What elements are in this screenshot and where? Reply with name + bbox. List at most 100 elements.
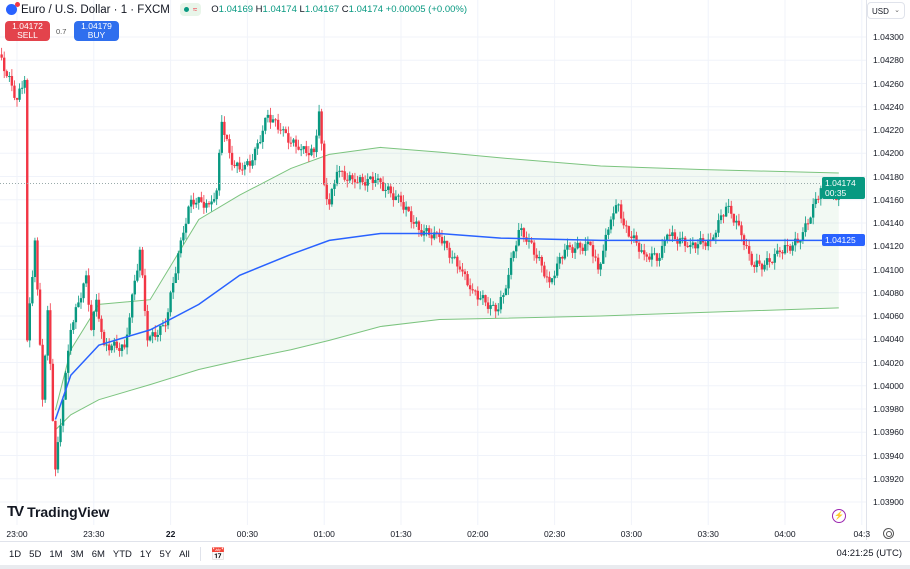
candle: [589, 241, 592, 246]
candle: [138, 249, 142, 271]
candle: [407, 206, 410, 212]
buy-button[interactable]: 1.04179 BUY: [74, 21, 119, 41]
price-tick: 1.04080: [873, 287, 904, 298]
candle: [801, 232, 805, 241]
price-tick: 1.04300: [873, 32, 904, 42]
candle: [499, 296, 503, 310]
chevron-down-icon: ⌄: [894, 7, 900, 14]
candle: [235, 162, 239, 167]
tradingview-logo[interactable]: TV TradingView: [7, 503, 110, 520]
candle: [10, 76, 14, 86]
candle: [694, 242, 697, 249]
price-tick: 1.03960: [873, 427, 904, 438]
candle: [338, 170, 341, 172]
range-5y[interactable]: 5Y: [159, 548, 172, 560]
candle: [251, 160, 254, 166]
candle: [125, 334, 129, 348]
symbol-title[interactable]: Euro / U.S. Dollar · 1 · FXCM: [21, 3, 170, 16]
candle: [683, 237, 687, 246]
candle: [602, 250, 605, 264]
price-axis[interactable]: [866, 0, 910, 540]
candle: [466, 274, 469, 286]
candle: [758, 260, 761, 264]
go-to-date-icon[interactable]: 📅: [210, 547, 226, 561]
candle: [369, 176, 372, 179]
candle: [20, 87, 24, 89]
candle: [515, 245, 518, 252]
price-tick: 1.03920: [873, 473, 904, 484]
bottom-toolbar: 1D 5D 1M 3M 6M YTD 1Y 5Y All 📅 04:21:25 (UTC): [0, 541, 910, 566]
candle: [474, 290, 477, 292]
time-tick: 04:00: [774, 529, 796, 539]
candle: [31, 277, 34, 304]
candle: [540, 256, 543, 266]
candle: [346, 179, 349, 181]
range-5d[interactable]: 5D: [29, 548, 42, 560]
candle: [92, 311, 95, 330]
candle: [660, 245, 664, 258]
sell-button[interactable]: 1.04172 SELL: [5, 21, 50, 41]
range-1d[interactable]: 1D: [9, 548, 22, 560]
candle: [141, 249, 144, 276]
time-tick: 22: [165, 529, 176, 539]
candle: [699, 238, 702, 245]
candle: [376, 178, 380, 180]
candle: [317, 111, 321, 136]
candle: [23, 80, 26, 88]
time-tick: 01:00: [313, 529, 335, 539]
candle: [294, 139, 298, 147]
candle: [351, 175, 354, 180]
candle: [184, 223, 188, 233]
price-tick: 1.04180: [873, 171, 904, 182]
bottom-strip: [0, 565, 910, 569]
candle: [794, 238, 797, 246]
candle: [154, 332, 157, 337]
candle: [200, 197, 203, 202]
candle: [596, 257, 600, 270]
candle: [438, 232, 441, 237]
candle: [74, 307, 78, 323]
candle: [179, 240, 183, 254]
candle: [195, 202, 198, 205]
candle: [49, 310, 52, 364]
candle: [394, 196, 398, 201]
candle: [717, 220, 720, 233]
range-all[interactable]: All: [179, 548, 190, 560]
lightning-icon[interactable]: ⚡: [832, 509, 846, 523]
candle: [607, 229, 610, 235]
candle: [210, 201, 213, 205]
price-chart[interactable]: [0, 0, 866, 540]
time-tick: 03:30: [697, 529, 719, 539]
range-6m[interactable]: 6M: [91, 548, 105, 560]
candle: [225, 134, 229, 140]
candle: [79, 298, 83, 303]
candle: [576, 242, 579, 249]
candle: [61, 399, 65, 426]
candle: [246, 161, 249, 165]
price-tick: 1.03900: [873, 497, 904, 507]
candle: [545, 276, 549, 278]
currency-select[interactable]: USD ⌄: [867, 2, 905, 19]
candle: [773, 253, 776, 263]
candle: [468, 285, 472, 290]
upper-band-line: [54, 146, 839, 411]
candle: [131, 294, 134, 318]
range-1y[interactable]: 1Y: [139, 548, 152, 560]
candle: [673, 232, 677, 240]
candle: [56, 442, 60, 470]
range-1m[interactable]: 1M: [49, 548, 63, 560]
range-3m[interactable]: 3M: [70, 548, 84, 560]
candle: [243, 164, 247, 170]
candle: [658, 257, 661, 261]
market-status[interactable]: ≈: [179, 3, 202, 16]
candle: [54, 420, 57, 470]
candle: [353, 179, 357, 183]
candle: [118, 348, 121, 351]
candle: [115, 341, 119, 349]
range-ytd[interactable]: YTD: [112, 548, 132, 560]
candle: [205, 203, 208, 208]
settings-gear-icon[interactable]: [883, 528, 894, 539]
candle: [26, 80, 29, 341]
candle: [136, 270, 139, 281]
clock[interactable]: 04:21:25 (UTC): [836, 548, 902, 559]
